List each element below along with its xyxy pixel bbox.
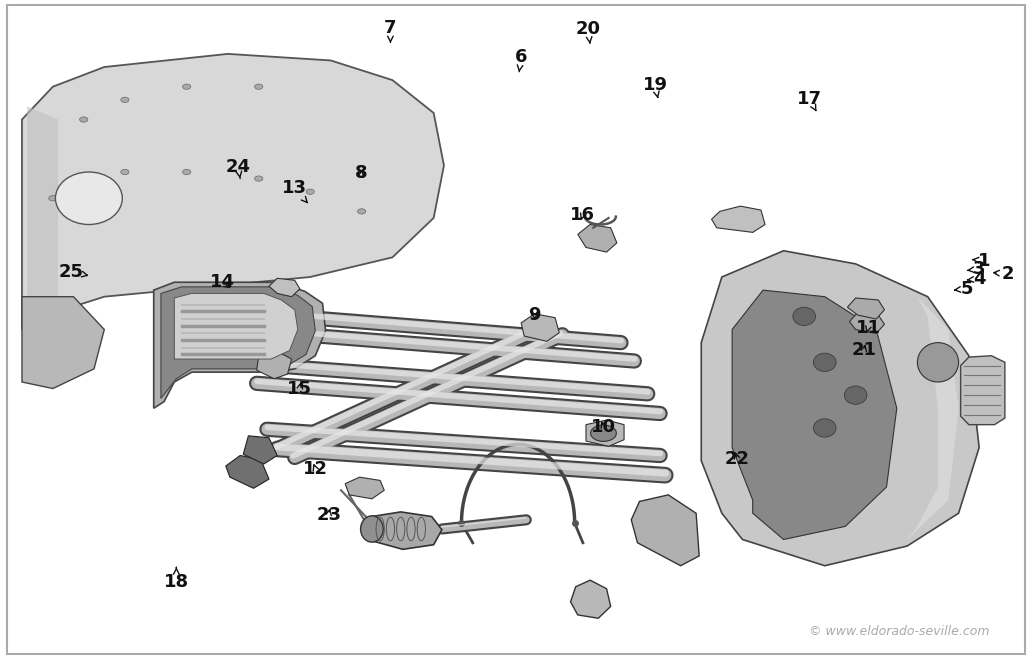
Text: 8: 8: [355, 164, 368, 183]
Text: 21: 21: [851, 341, 876, 360]
Polygon shape: [257, 353, 292, 379]
Text: 16: 16: [571, 206, 595, 223]
Polygon shape: [345, 477, 384, 499]
Ellipse shape: [79, 176, 88, 181]
Polygon shape: [571, 580, 611, 618]
Ellipse shape: [49, 196, 57, 201]
Polygon shape: [22, 54, 444, 330]
Polygon shape: [849, 312, 884, 333]
Ellipse shape: [357, 209, 365, 214]
Polygon shape: [961, 356, 1005, 424]
Polygon shape: [161, 287, 316, 399]
Text: 4: 4: [967, 270, 986, 288]
Ellipse shape: [121, 169, 129, 175]
Ellipse shape: [183, 84, 191, 90]
Text: 23: 23: [316, 505, 342, 523]
Ellipse shape: [183, 169, 191, 175]
Polygon shape: [27, 106, 58, 330]
Ellipse shape: [917, 343, 959, 382]
Polygon shape: [702, 251, 979, 565]
Polygon shape: [578, 225, 617, 252]
Text: 7: 7: [384, 18, 396, 42]
Ellipse shape: [813, 418, 836, 437]
Ellipse shape: [255, 84, 263, 90]
Text: 14: 14: [211, 273, 235, 291]
Polygon shape: [711, 206, 765, 233]
Text: 13: 13: [282, 179, 308, 202]
Ellipse shape: [307, 189, 315, 194]
Text: 6: 6: [515, 48, 527, 72]
Polygon shape: [586, 420, 624, 446]
Ellipse shape: [121, 97, 129, 102]
Text: 19: 19: [643, 76, 668, 98]
Polygon shape: [22, 297, 104, 389]
Text: 17: 17: [797, 90, 821, 111]
Text: 25: 25: [59, 263, 88, 281]
Text: 3: 3: [967, 260, 986, 278]
Polygon shape: [907, 297, 959, 540]
Polygon shape: [632, 495, 700, 565]
Polygon shape: [521, 314, 559, 341]
Ellipse shape: [844, 386, 867, 405]
Polygon shape: [244, 436, 278, 464]
Polygon shape: [174, 293, 298, 359]
Ellipse shape: [79, 117, 88, 122]
Ellipse shape: [793, 307, 815, 326]
Polygon shape: [847, 298, 884, 319]
Polygon shape: [154, 282, 325, 408]
Text: 12: 12: [302, 459, 328, 478]
Text: 22: 22: [724, 451, 750, 469]
Text: 5: 5: [955, 280, 973, 298]
Polygon shape: [269, 278, 300, 297]
Text: 10: 10: [591, 418, 616, 436]
Text: 9: 9: [528, 306, 541, 324]
Ellipse shape: [590, 425, 616, 442]
Ellipse shape: [360, 516, 383, 542]
Text: 24: 24: [226, 158, 251, 179]
Ellipse shape: [813, 353, 836, 372]
Polygon shape: [226, 455, 269, 488]
Ellipse shape: [56, 172, 123, 225]
Text: 2: 2: [994, 265, 1014, 283]
Polygon shape: [363, 512, 442, 550]
Ellipse shape: [255, 176, 263, 181]
Text: 15: 15: [287, 380, 313, 397]
Text: 20: 20: [576, 20, 601, 43]
Text: 1: 1: [972, 252, 991, 270]
Text: 11: 11: [856, 319, 880, 337]
Text: 18: 18: [164, 567, 189, 591]
Polygon shape: [732, 290, 897, 540]
Text: © www.eldorado-seville.com: © www.eldorado-seville.com: [809, 625, 990, 638]
